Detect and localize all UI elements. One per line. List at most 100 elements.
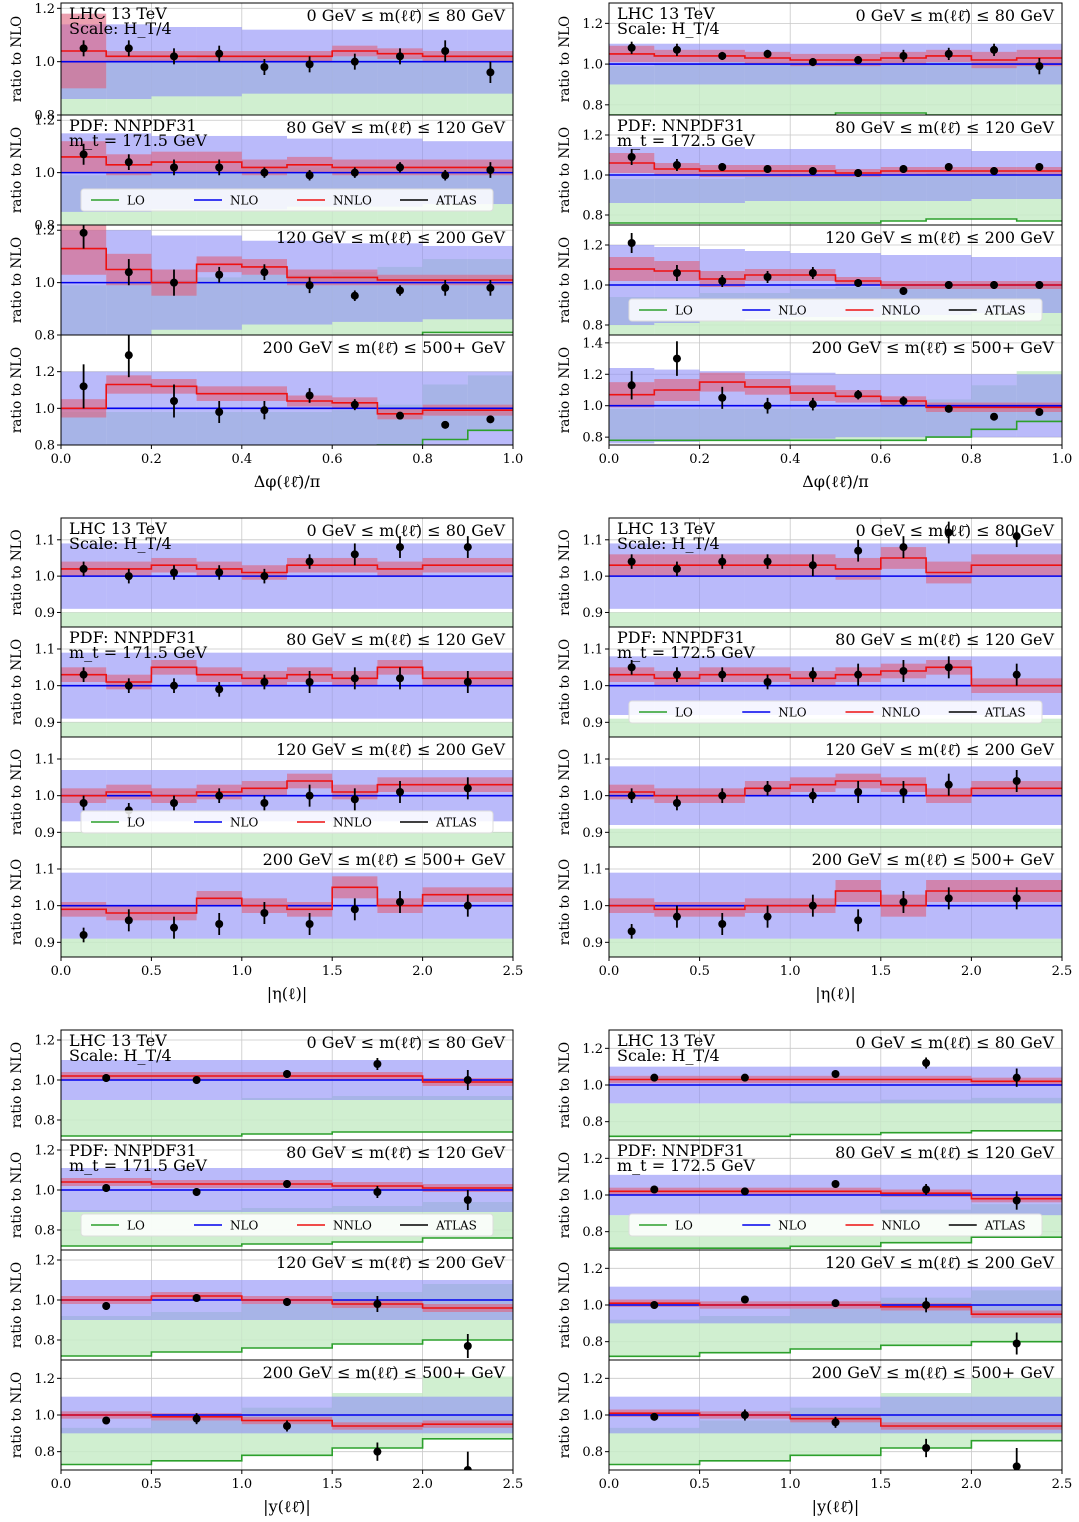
atlas-point xyxy=(170,799,178,807)
panel: 0.8 1.0 1.2 ratio to NLO 0 GeV ≤ m(ℓℓ̄) ≤ 80… xyxy=(557,1029,1063,1141)
atlas-point xyxy=(124,268,133,277)
panel: 0.9 1.0 1.1 ratio to NLO 200 GeV ≤ m(ℓℓ̄) ≤ … xyxy=(9,846,514,958)
atlas-point xyxy=(650,1185,659,1194)
lo-line xyxy=(609,1439,1062,1466)
y-axis-label: ratio to NLO xyxy=(9,1262,25,1348)
lo-band xyxy=(61,1100,152,1136)
annotation-line-1: PDF: NNPDF31 xyxy=(617,116,745,135)
lo-band xyxy=(287,938,333,957)
atlas-point xyxy=(305,391,314,400)
atlas-point xyxy=(350,795,359,804)
y-tick-label: 0.8 xyxy=(34,329,55,344)
atlas-point xyxy=(944,404,953,413)
y-axis-label: ratio to NLO xyxy=(9,16,25,102)
y-axis-label: ratio to NLO xyxy=(9,237,25,323)
y-tick-label: 1.2 xyxy=(582,1152,603,1167)
atlas-point xyxy=(79,799,88,807)
mass-range-label: 80 GeV ≤ m(ℓℓ̄) ≤ 120 GeV xyxy=(835,1143,1054,1162)
lo-band xyxy=(151,938,197,957)
atlas-point xyxy=(854,390,863,399)
atlas-point xyxy=(215,408,224,416)
atlas-point xyxy=(396,788,404,796)
lo-band xyxy=(926,612,972,627)
atlas-point xyxy=(486,166,495,174)
x-tick-label: 1.0 xyxy=(231,1477,252,1492)
atlas-point xyxy=(740,1073,749,1082)
lo-band xyxy=(377,722,423,737)
lo-band xyxy=(332,832,378,847)
panel: 0.8 1.0 1.2 ratio to NLO 0 GeV ≤ m(ℓℓ̄) ≤ 80… xyxy=(557,2,1063,116)
y-axis-label: ratio to NLO xyxy=(9,127,25,213)
atlas-point xyxy=(305,791,314,800)
lo-band xyxy=(609,1103,700,1137)
atlas-point xyxy=(1035,62,1044,71)
annotation-line-1: LHC 13 TeV xyxy=(69,519,167,538)
panel-plot-area xyxy=(609,1360,1062,1470)
panel-frame xyxy=(60,334,514,446)
x-tick-label: 0.4 xyxy=(780,452,801,467)
legend-label: ATLAS xyxy=(984,1219,1026,1233)
atlas-point xyxy=(922,1444,931,1452)
atlas-point xyxy=(463,1466,472,1470)
atlas-point xyxy=(763,784,772,793)
lo-band xyxy=(422,722,513,737)
panel: 0.8 1.0 1.2 ratio to NLO 200 GeV ≤ m(ℓℓ̄) ≤ … xyxy=(557,1359,1063,1471)
atlas-point xyxy=(305,60,314,69)
atlas-point xyxy=(854,670,863,679)
lo-band xyxy=(654,612,700,627)
y-axis-label: ratio to NLO xyxy=(9,1372,25,1458)
legend: LO NLO NNLO ATLAS xyxy=(80,188,494,212)
atlas-point xyxy=(831,1418,840,1427)
y-tick-label: 1.1 xyxy=(582,643,603,658)
nnlo-line xyxy=(61,780,513,797)
atlas-point xyxy=(441,47,450,55)
mass-range-label: 0 GeV ≤ m(ℓℓ̄) ≤ 80 GeV xyxy=(856,1033,1055,1052)
panel: 0.8 1.0 1.2 ratio to NLO 120 GeV ≤ m(ℓℓ̄) ≤ … xyxy=(9,224,514,344)
y-axis-label: ratio to NLO xyxy=(557,1042,573,1128)
legend-label: ATLAS xyxy=(435,194,477,208)
lo-band xyxy=(835,938,881,957)
y-tick-label: 0.9 xyxy=(582,826,603,841)
y-tick-label: 1.0 xyxy=(34,55,55,70)
atlas-point xyxy=(808,791,817,800)
lo-band xyxy=(151,1100,242,1136)
atlas-point xyxy=(831,1070,840,1078)
mass-range-label: 80 GeV ≤ m(ℓℓ̄) ≤ 120 GeV xyxy=(286,1143,505,1162)
y-tick-label: 0.8 xyxy=(582,1335,603,1350)
atlas-point xyxy=(627,381,636,390)
x-axis-label: |y(ℓℓ̄)| xyxy=(263,1497,311,1516)
annotation-line-1: LHC 13 TeV xyxy=(617,4,715,23)
atlas-point xyxy=(396,543,404,552)
legend-label: ATLAS xyxy=(435,816,477,830)
x-tick-label: 0.5 xyxy=(141,964,162,979)
lo-band xyxy=(287,832,333,847)
lo-band xyxy=(971,612,1062,627)
panel: 0.8 1.0 1.2 1.4 ratio to NLO 200 GeV ≤ m(ℓℓ̄)… xyxy=(557,334,1063,446)
atlas-point xyxy=(627,557,636,566)
y-axis-label: ratio to NLO xyxy=(557,639,573,725)
nnlo-line xyxy=(609,666,1062,687)
legend-box xyxy=(628,298,1043,322)
y-tick-label: 1.0 xyxy=(582,58,603,73)
lo-band xyxy=(699,828,745,847)
annotation-line-2: m_t = 171.5 GeV xyxy=(69,643,207,662)
y-tick-label: 1.0 xyxy=(582,169,603,184)
atlas-point xyxy=(463,1196,472,1204)
y-tick-label: 1.2 xyxy=(582,17,603,32)
lo-band xyxy=(332,938,378,957)
lo-line xyxy=(609,1340,1062,1358)
chart-3: 0.9 1.0 1.1 ratio to NLO 0 GeV ≤ m(ℓℓ̄) ≤ 80… xyxy=(9,517,523,1003)
x-axis-label: Δφ(ℓℓ̄)/π xyxy=(802,472,868,491)
atlas-point xyxy=(922,1185,931,1194)
legend: LO NLO NNLO ATLAS xyxy=(628,1213,1043,1237)
atlas-point xyxy=(740,1411,749,1419)
lo-band xyxy=(744,828,791,847)
atlas-point xyxy=(763,912,772,921)
lo-line xyxy=(609,112,1062,115)
y-tick-label: 1.0 xyxy=(582,1299,603,1314)
legend: LO NLO NNLO ATLAS xyxy=(80,1213,494,1237)
atlas-point xyxy=(763,165,772,173)
nnlo-line xyxy=(609,381,1062,409)
y-tick-label: 0.8 xyxy=(582,209,603,224)
atlas-point xyxy=(854,169,863,177)
